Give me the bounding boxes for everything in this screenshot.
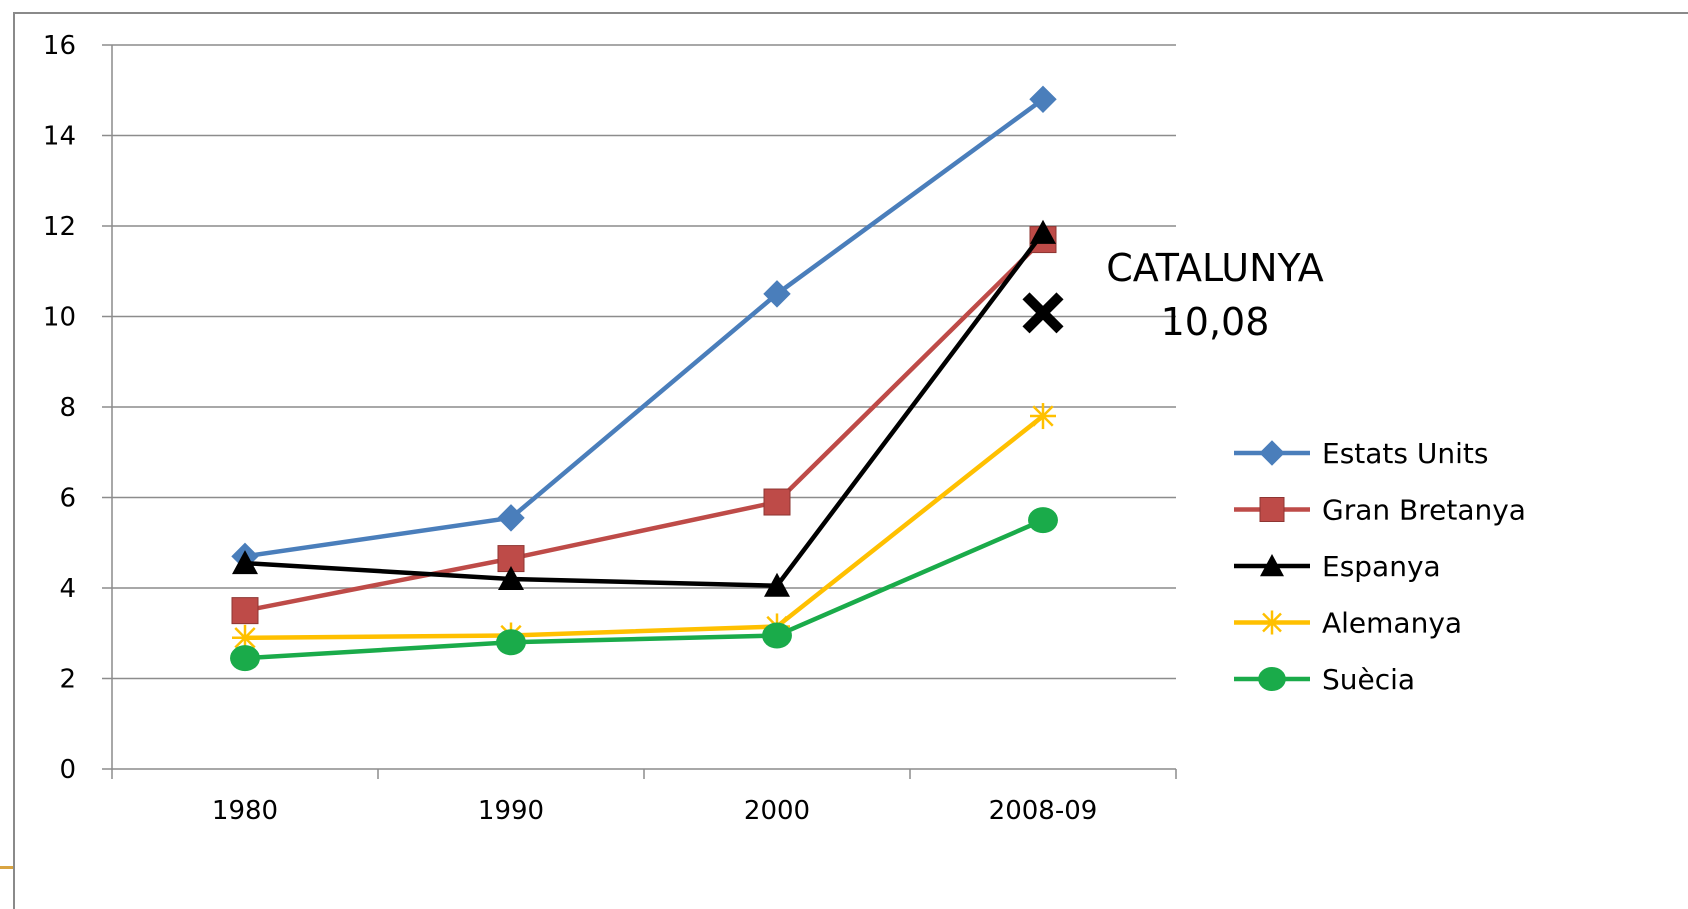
y-tick-label: 8 <box>59 393 76 423</box>
diamond-marker <box>1029 85 1057 114</box>
x-tick-label: 2000 <box>744 796 810 826</box>
circle-marker <box>762 622 792 649</box>
catalunya-annotation: CATALUNYA 10,08 <box>1022 246 1324 344</box>
x-tick-label: 1990 <box>478 796 544 826</box>
asterisk-stroke <box>1262 612 1282 633</box>
y-tick-label: 4 <box>59 574 76 604</box>
decorative-accent-line <box>0 866 13 869</box>
circle-marker <box>230 645 260 672</box>
chart-left-border <box>13 12 15 909</box>
series-lines <box>230 85 1058 672</box>
y-tick-label: 12 <box>43 212 76 242</box>
y-tick-label: 14 <box>43 122 76 152</box>
legend: Estats Units Gran Bretanya Espanya Alemanya… <box>1234 437 1526 696</box>
triangle-marker <box>764 572 790 597</box>
annotation-value: 10,08 <box>1161 300 1270 344</box>
series-line <box>244 414 1045 641</box>
legend-label: Alemanya <box>1322 607 1462 640</box>
asterisk-stroke <box>1032 405 1054 427</box>
series-line <box>244 97 1045 559</box>
series-line <box>244 518 1044 661</box>
asterisk-marker <box>1260 610 1284 635</box>
triangle-marker <box>498 565 524 590</box>
circle-marker <box>1028 507 1058 534</box>
legend-label: Suècia <box>1322 663 1415 696</box>
legend-item: Alemanya <box>1234 607 1462 640</box>
diamond-marker <box>763 280 791 308</box>
y-tick-label: 16 <box>43 31 76 61</box>
legend-label: Espanya <box>1322 550 1441 583</box>
asterisk-marker <box>1030 403 1056 430</box>
series-line <box>244 231 1045 588</box>
x-icon-stroke <box>1022 292 1064 334</box>
square-marker <box>763 488 791 516</box>
legend-item: Gran Bretanya <box>1234 494 1526 527</box>
circle-marker <box>1258 667 1286 691</box>
y-tick-label: 10 <box>43 303 76 333</box>
chart-top-border <box>13 12 1688 14</box>
legend-item: Espanya <box>1234 550 1441 583</box>
series-alemanya <box>232 403 1056 651</box>
triangle-marker <box>1030 219 1056 244</box>
y-tick-label: 0 <box>59 755 76 785</box>
series-gran-bretanya <box>231 226 1057 625</box>
diamond-marker <box>1259 440 1285 466</box>
series-su-cia <box>230 507 1058 672</box>
square-marker <box>231 597 259 625</box>
annotation-label: CATALUNYA <box>1106 246 1324 290</box>
legend-item: Suècia <box>1234 663 1415 696</box>
triangle-marker <box>1260 554 1284 577</box>
y-tick-label: 6 <box>59 484 76 514</box>
legend-item: Estats Units <box>1234 437 1488 470</box>
triangle-marker <box>232 550 258 575</box>
legend-label: Estats Units <box>1322 437 1488 470</box>
axes: 0 2 4 6 8 10 12 14 16 1980 1990 2000 2008-09 <box>43 31 1177 826</box>
y-tick-label: 2 <box>59 665 76 695</box>
x-tick-label: 2008-09 <box>989 796 1098 826</box>
series-espanya <box>232 219 1056 597</box>
x-tick-label: 1980 <box>212 796 278 826</box>
series-line <box>244 237 1045 613</box>
circle-marker <box>496 629 526 656</box>
x-icon <box>1022 292 1064 334</box>
asterisk-stroke <box>234 627 256 649</box>
diamond-marker <box>497 504 525 532</box>
legend-label: Gran Bretanya <box>1322 494 1526 527</box>
square-marker <box>1259 497 1285 522</box>
